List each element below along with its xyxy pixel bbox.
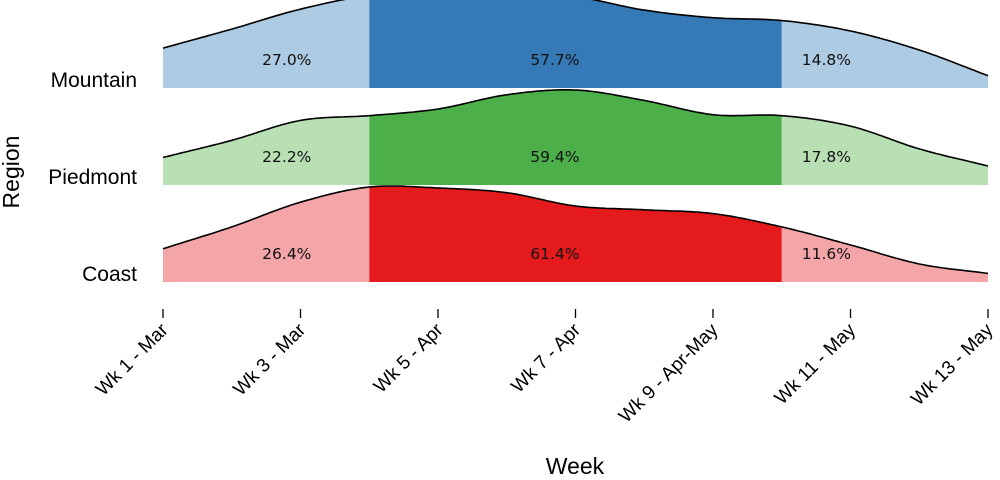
coast-share-label-2: 61.4% xyxy=(530,245,579,263)
y-tick-label-piedmont: Piedmont xyxy=(48,166,137,189)
y-tick-label-mountain: Mountain xyxy=(51,69,137,92)
mountain-segment-2 xyxy=(369,0,782,88)
piedmont-share-label-1: 22.2% xyxy=(262,148,311,166)
mountain-segment-1 xyxy=(163,0,370,88)
piedmont-share-label-2: 59.4% xyxy=(530,148,579,166)
x-tick-label: Wk 3 - Mar xyxy=(230,319,311,400)
y-axis-title: Region xyxy=(0,136,24,209)
ridge-mountain: 27.0% 57.7% 14.8% Mountain xyxy=(51,0,989,92)
piedmont-density-line xyxy=(162,89,989,167)
mountain-share-label-3: 14.8% xyxy=(802,51,851,69)
x-tick-label: Wk 1 - Mar xyxy=(92,319,173,400)
ridge-piedmont: 22.2% 59.4% 17.8% Piedmont xyxy=(48,89,989,189)
y-tick-label-coast: Coast xyxy=(82,263,137,286)
x-tick-label: Wk 11 - May xyxy=(771,319,861,409)
coast-share-label-1: 26.4% xyxy=(262,245,311,263)
x-axis: Wk 1 - Mar Wk 3 - Mar Wk 5 - Apr Wk 7 - Apr… xyxy=(92,309,998,427)
ridges: 27.0% 57.7% 14.8% Mountain 22.2% 59.4% 17.8% Pi… xyxy=(48,0,989,286)
ridge-coast: 26.4% 61.4% 11.6% Coast xyxy=(82,185,989,286)
mountain-share-label-1: 27.0% xyxy=(262,51,311,69)
piedmont-segment-1 xyxy=(163,115,370,185)
mountain-density-line xyxy=(162,0,989,77)
x-axis-title: Week xyxy=(546,453,605,479)
x-tick-label: Wk 5 - Apr xyxy=(370,319,448,397)
coast-density-line xyxy=(162,185,989,275)
x-tick-label: Wk 9 - Apr-May xyxy=(615,319,723,427)
coast-segment-2 xyxy=(369,186,782,282)
mountain-share-label-2: 57.7% xyxy=(530,51,579,69)
x-tick-label: Wk 13 - May xyxy=(907,319,998,410)
piedmont-segment-3 xyxy=(781,115,988,185)
piedmont-share-label-3: 17.8% xyxy=(802,148,851,166)
x-tick-label: Wk 7 - Apr xyxy=(507,319,585,397)
coast-segment-1 xyxy=(163,187,370,282)
coast-share-label-3: 11.6% xyxy=(802,245,851,263)
piedmont-segment-2 xyxy=(369,89,782,185)
mountain-segment-3 xyxy=(781,20,988,88)
